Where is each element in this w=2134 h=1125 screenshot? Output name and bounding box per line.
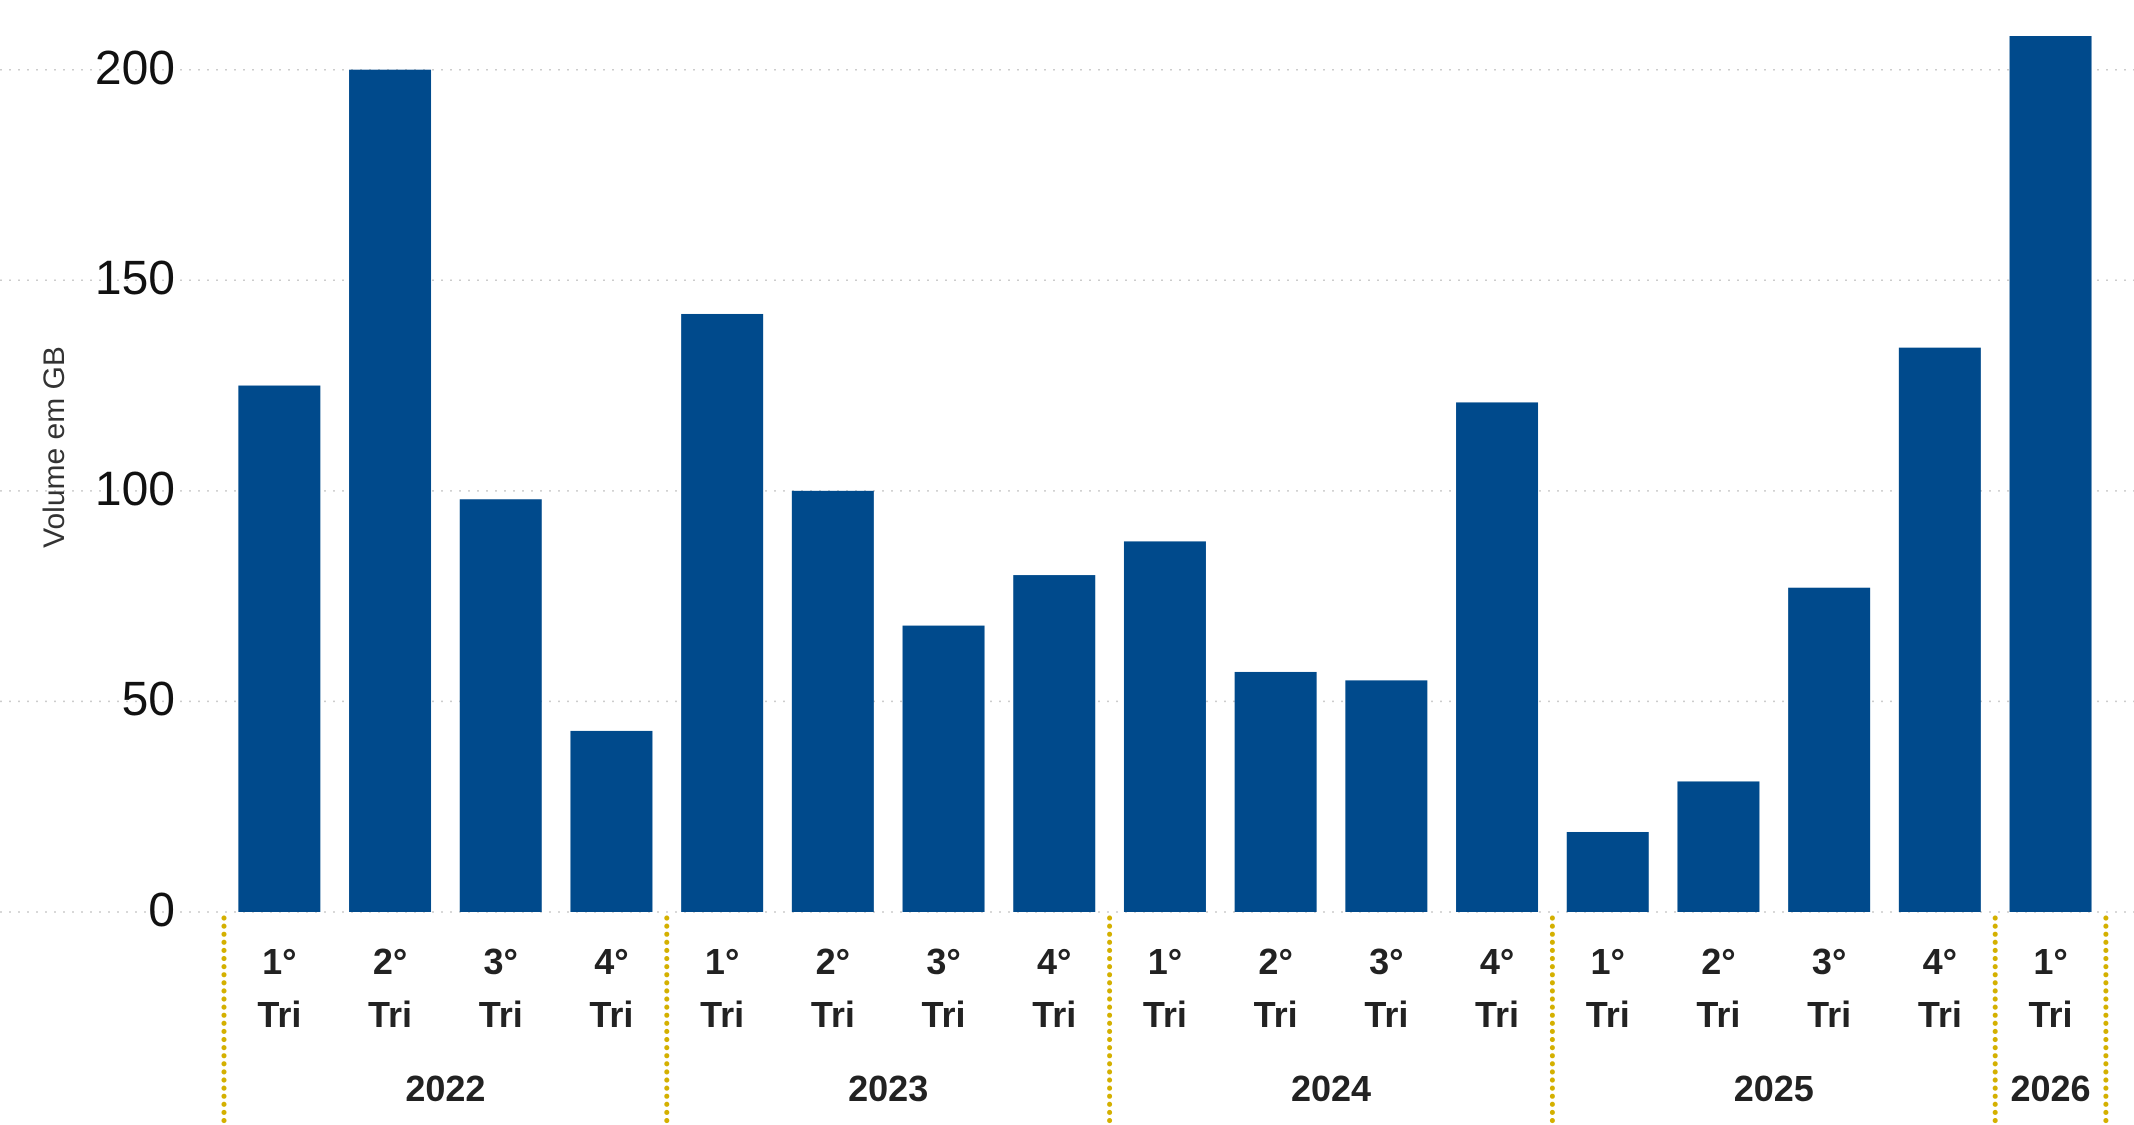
bar [570, 730, 653, 912]
y-tick-label: 200 [94, 41, 175, 95]
group-label: 2025 [1733, 1068, 1814, 1109]
group-label: 2026 [2010, 1068, 2091, 1109]
y-tick-label: 150 [94, 252, 175, 306]
x-tick-label: 1° Tri [257, 941, 302, 1035]
x-tick-label: 2° Tri [810, 941, 855, 1035]
x-tick-label: 4° Tri [1917, 941, 1962, 1035]
bar [1013, 575, 1096, 912]
group-label: 2024 [1290, 1068, 1372, 1109]
y-tick-label: 0 [148, 884, 175, 937]
x-tick-label: 1° Tri [1585, 941, 1630, 1035]
x-tick-label: 3° Tri [921, 941, 966, 1035]
y-tick-label: 50 [121, 673, 175, 727]
bar [1566, 831, 1649, 912]
bar [791, 490, 874, 912]
bar [681, 313, 764, 912]
bar [1898, 347, 1981, 913]
x-tick-label: 3° Tri [1364, 941, 1409, 1035]
x-tick-label: 4° Tri [1475, 941, 1520, 1035]
x-tick-label: 1° Tri [1142, 941, 1187, 1035]
group-label: 2022 [405, 1068, 486, 1109]
bar [1234, 671, 1317, 912]
bar [459, 499, 542, 912]
x-tick-label: 4° Tri [589, 941, 634, 1035]
bar [1456, 402, 1539, 912]
y-tick-label: 100 [94, 462, 175, 516]
bar [902, 625, 985, 912]
x-tick-label: 2° Tri [1253, 941, 1298, 1035]
x-tick-label: 3° Tri [1807, 941, 1852, 1035]
x-tick-label: 1° Tri [2028, 941, 2073, 1035]
x-tick-label: 4° Tri [1032, 941, 1077, 1035]
bar [349, 69, 432, 912]
bar [238, 385, 321, 912]
y-axis-title: Volume em GB [38, 346, 71, 548]
x-tick-label: 3° Tri [478, 941, 523, 1035]
x-tick-label: 2° Tri [1696, 941, 1741, 1035]
bar [1345, 680, 1428, 912]
x-tick-label: 1° Tri [700, 941, 745, 1035]
bar [1123, 541, 1206, 912]
bar [1677, 781, 1760, 912]
x-tick-label: 2° Tri [368, 941, 413, 1035]
bar [1788, 587, 1871, 912]
group-label: 2023 [848, 1068, 929, 1109]
bar [2009, 36, 2092, 912]
